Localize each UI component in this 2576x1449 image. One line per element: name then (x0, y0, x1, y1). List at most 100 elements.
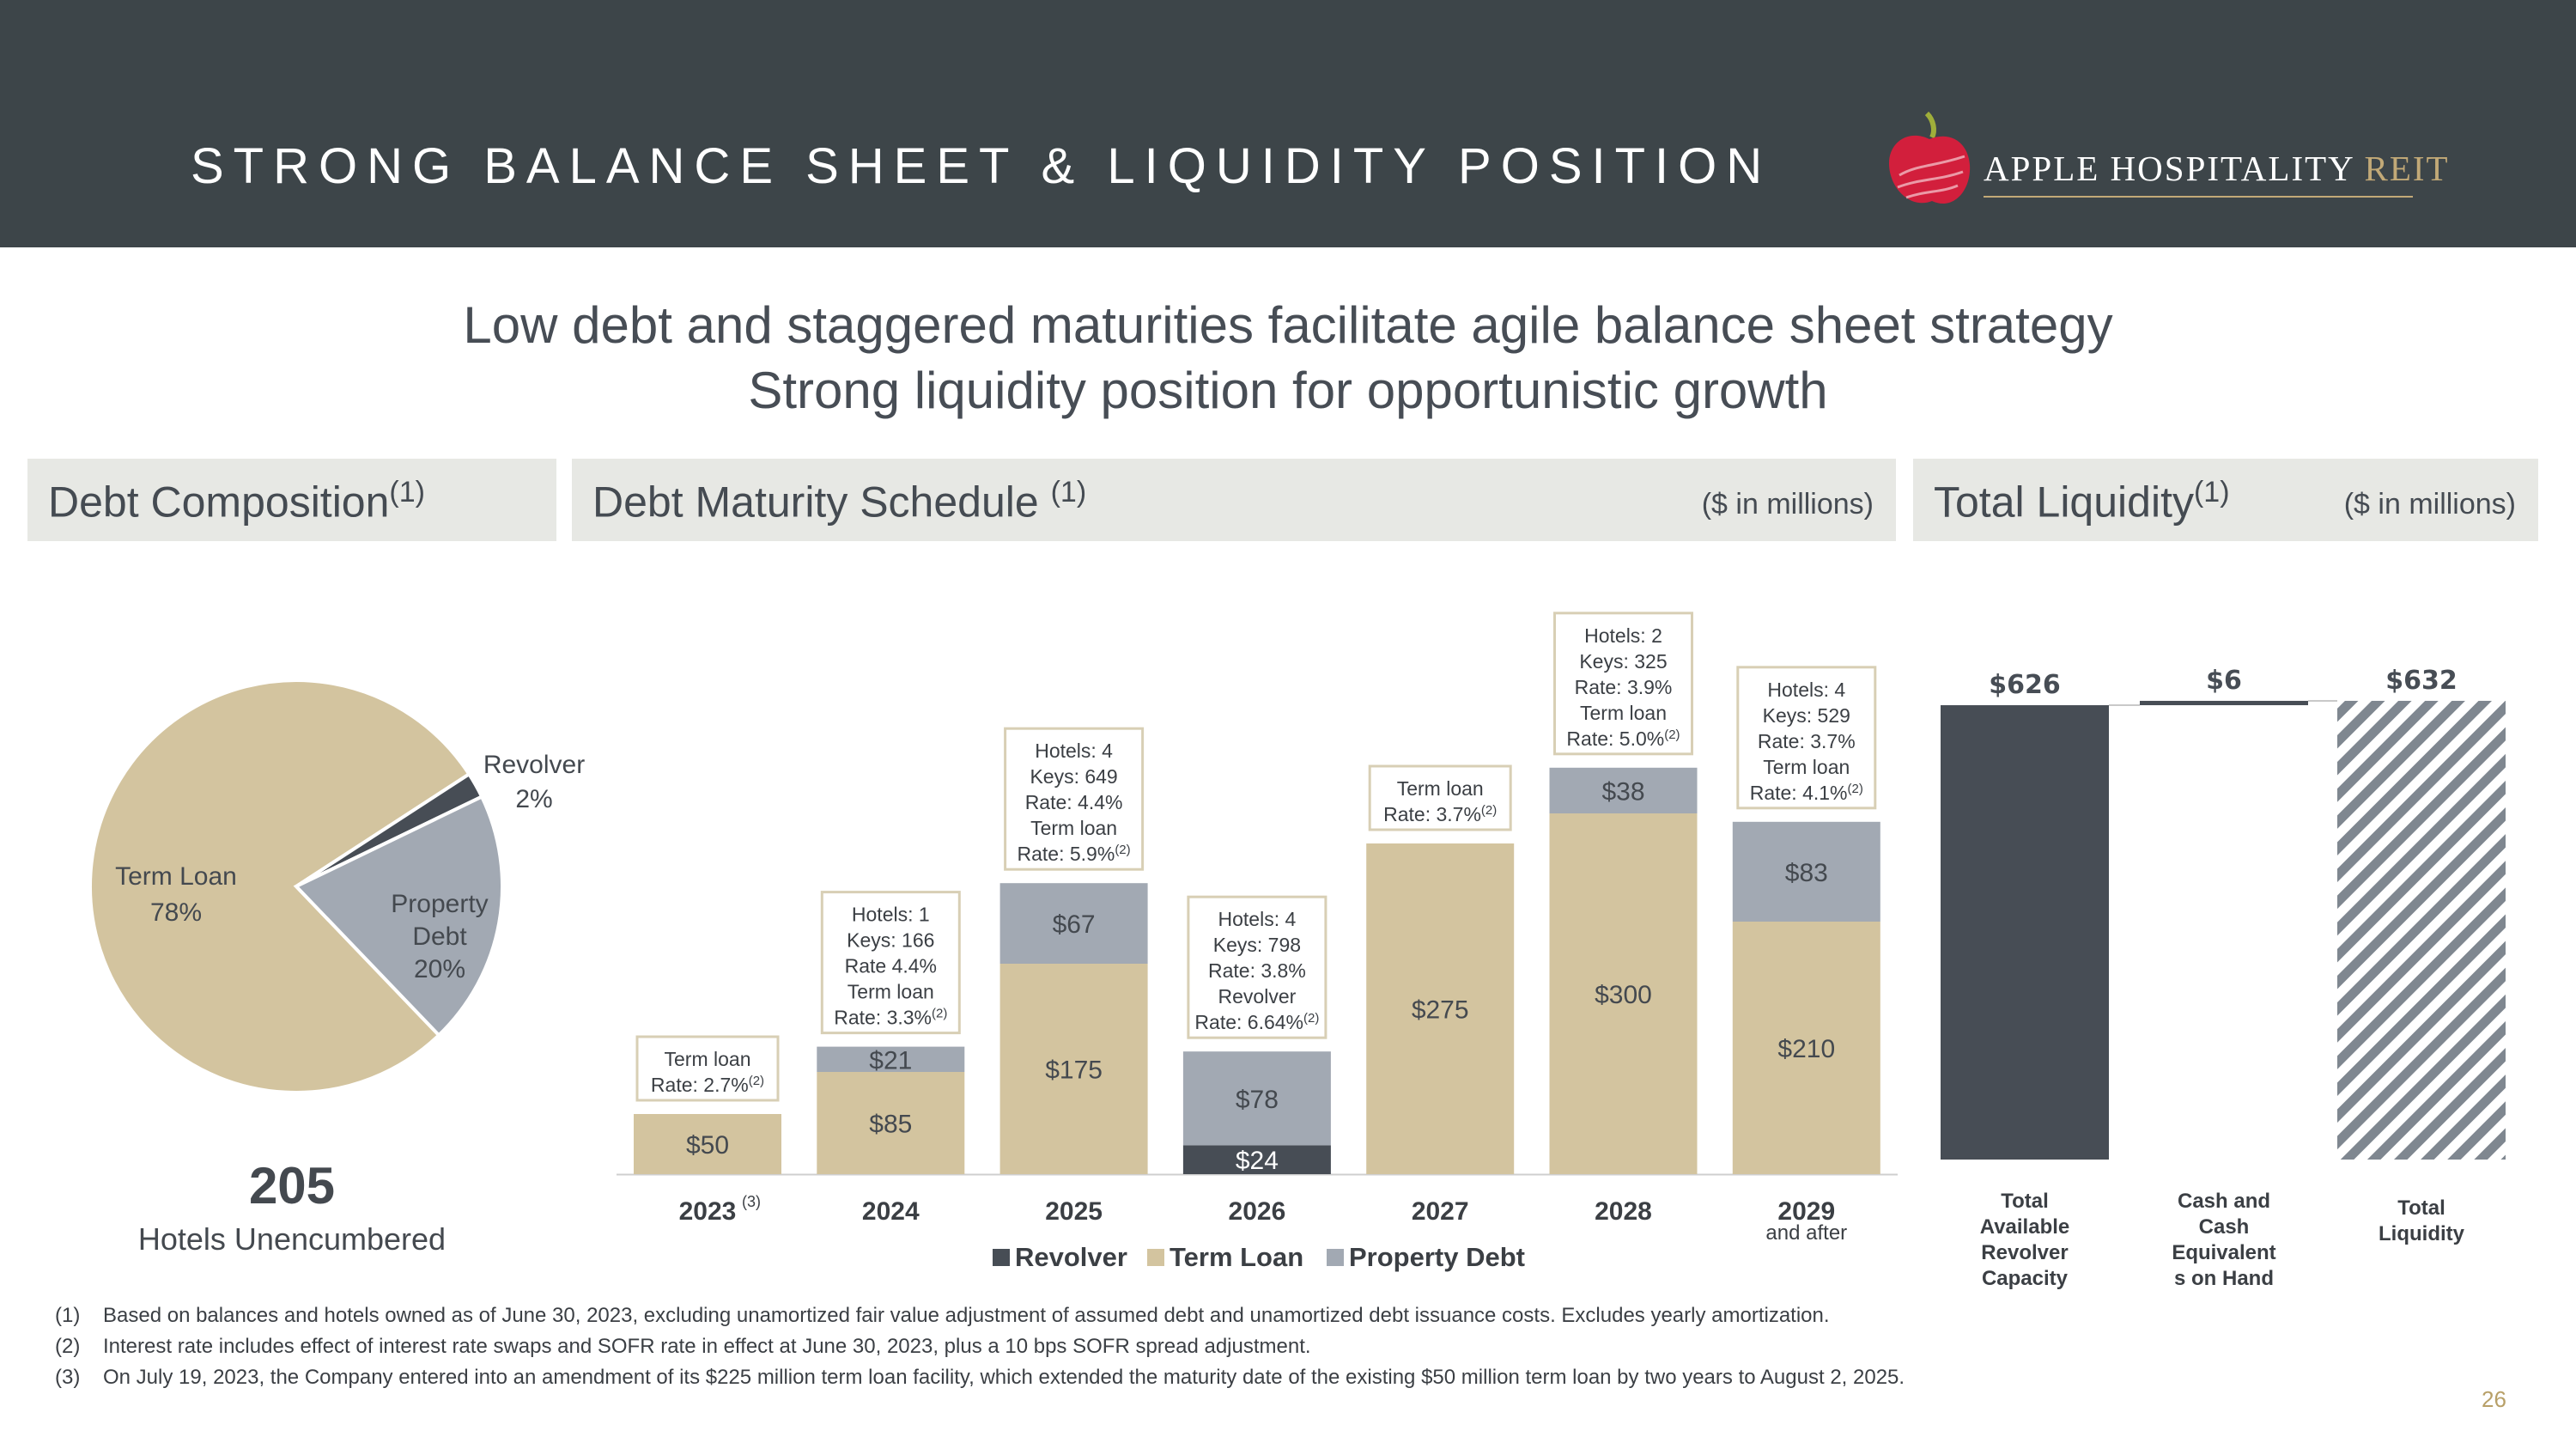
annotation-box-2025 (1004, 727, 1145, 871)
page-title: STRONG BALANCE SHEET & LIQUIDITY POSITIO… (191, 138, 1772, 194)
bar-label-2029-term-loan: $210 (1777, 1035, 1835, 1063)
liquidity-value-1: $626 (1989, 670, 2061, 700)
total-liquidity-header: Total Liquidity(1) ($ in millions) (1913, 459, 2538, 541)
bar-label-2025-property-debt: $67 (1053, 910, 1096, 939)
annotation-box-2026 (1187, 895, 1327, 1039)
annotation-line-2025-4: Term loan (1030, 817, 1117, 839)
category-label-2027: 2027 (1412, 1197, 1469, 1226)
page-number: 26 (2482, 1386, 2506, 1412)
headline-line-1: Low debt and staggered maturities facili… (463, 296, 2113, 354)
legend-label-term-loan: Term Loan (1170, 1242, 1303, 1272)
bar-2023-term-loan (634, 1114, 781, 1174)
bar-2027-term-loan (1366, 843, 1515, 1174)
annotation-line-2026-4: Revolver (1218, 985, 1297, 1008)
pie-slice-term-loan (88, 679, 472, 1094)
liquidity-value-2: $6 (2206, 666, 2242, 696)
annotation-line-2026-5: Rate: 6.64%(2) (1194, 1011, 1319, 1033)
annotation-line-2023-1: Term loan (665, 1048, 751, 1070)
liquidity-category-2-line-2: Cash (2199, 1215, 2250, 1239)
annotation-line-2023-2: Rate: 2.7%(2) (651, 1074, 764, 1096)
category-label-2028: 2028 (1595, 1197, 1652, 1226)
bar-label-2029-property-debt: $83 (1785, 859, 1828, 887)
liquidity-category-3-line-2: Liquidity (2379, 1222, 2465, 1245)
bar-2026-revolver (1182, 1145, 1331, 1174)
liquidity-category-1-line-3: Revolver (1981, 1241, 2068, 1264)
logo-wordmark: APPLE HOSPITALITY REIT (1984, 149, 2450, 188)
annotation-line-2024-5: Rate: 3.3%(2) (834, 1007, 947, 1029)
bar-label-2026-property-debt: $78 (1236, 1086, 1279, 1114)
annotation-line-2028-4: Term loan (1580, 702, 1667, 724)
bar-label-2026-revolver: $24 (1236, 1147, 1279, 1175)
bar-label-2024-property-debt: $21 (869, 1046, 912, 1075)
annotation-line-2029-3: Rate: 3.7% (1758, 730, 1856, 752)
pie-label-property-debt-line1: Property (391, 890, 488, 918)
bar-2025-property-debt (999, 883, 1148, 964)
liquidity-bar-revolver-capacity (1941, 705, 2109, 1160)
liquidity-value-3: $632 (2385, 666, 2458, 696)
headline-line-2: Strong liquidity position for opportunis… (748, 362, 1828, 419)
annotation-box-2024 (820, 891, 961, 1035)
bar-2024-term-loan (817, 1072, 965, 1174)
annotation-box-2029 (1736, 666, 1877, 810)
annotation-line-2026-2: Keys: 798 (1213, 934, 1301, 956)
bar-label-2023-term-loan: $50 (686, 1131, 729, 1160)
annotation-line-2027-2: Rate: 3.7%(2) (1383, 803, 1497, 825)
bar-label-2027-term-loan: $275 (1412, 996, 1469, 1025)
bar-label-2028-term-loan: $300 (1595, 981, 1652, 1009)
bar-2029-term-loan (1732, 922, 1880, 1174)
total-liquidity-unit: ($ in millions) (2343, 488, 2516, 521)
annotation-line-2028-2: Keys: 325 (1579, 650, 1667, 673)
annotation-box-2028 (1553, 612, 1693, 756)
bar-2028-term-loan (1549, 813, 1698, 1174)
annotation-line-2025-3: Rate: 4.4% (1025, 791, 1123, 813)
annotation-box-2027 (1368, 764, 1512, 831)
annotation-box-2023 (635, 1035, 780, 1102)
pie-slice-property-debt (293, 794, 504, 1038)
bar-label-2025-term-loan: $175 (1045, 1056, 1103, 1085)
apple-logo-icon (1889, 111, 1971, 204)
total-liquidity-title: Total Liquidity(1) (1934, 476, 2230, 527)
legend-swatch-property-debt (1327, 1249, 1344, 1266)
category-label-2025: 2025 (1045, 1197, 1103, 1226)
annotation-line-2024-4: Term loan (848, 981, 934, 1003)
annotation-line-2025-1: Hotels: 4 (1035, 740, 1113, 762)
liquidity-category-1-line-4: Capacity (1982, 1267, 2069, 1290)
bar-2024-property-debt (817, 1046, 965, 1072)
pie-label-revolver: Revolver (483, 751, 585, 779)
bar-2028-property-debt (1549, 767, 1698, 813)
annotation-line-2028-1: Hotels: 2 (1584, 624, 1662, 647)
category-label-2024: 2024 (862, 1197, 920, 1226)
liquidity-bar-cash (2140, 700, 2308, 706)
category-sublabel-2029: and after (1765, 1221, 1847, 1245)
annotation-line-2029-4: Term loan (1763, 756, 1850, 778)
annotation-line-2027-1: Term loan (1397, 777, 1484, 800)
category-label-2029: 2029 (1777, 1197, 1835, 1226)
liquidity-category-2-line-4: s on Hand (2174, 1267, 2274, 1290)
debt-composition-title: Debt Composition(1) (48, 476, 425, 527)
debt-maturity-title: Debt Maturity Schedule (1) (592, 476, 1087, 527)
annotation-line-2024-2: Keys: 166 (847, 929, 934, 952)
liquidity-bar-total (2337, 700, 2506, 1160)
annotation-line-2026-1: Hotels: 4 (1218, 908, 1297, 930)
bar-label-2028-property-debt: $38 (1601, 777, 1644, 806)
liquidity-category-1-line-2: Available (1980, 1215, 2070, 1239)
company-logo: APPLE HOSPITALITY REIT (1882, 105, 2448, 216)
pie-label-term-loan: Term Loan (115, 862, 237, 891)
annotation-line-2025-2: Keys: 649 (1030, 765, 1117, 788)
hotels-unencumbered-label: Hotels Unencumbered (137, 1221, 447, 1257)
debt-composition-header: Debt Composition(1) (27, 459, 556, 541)
annotation-line-2029-2: Keys: 529 (1763, 704, 1850, 727)
annotation-line-2026-3: Rate: 3.8% (1208, 959, 1306, 982)
debt-maturity-unit: ($ in millions) (1701, 488, 1874, 521)
pie-pct-property-debt: 20% (414, 955, 465, 983)
category-label-2023: 2023 (679, 1197, 737, 1226)
legend-swatch-term-loan (1147, 1249, 1164, 1266)
annotation-line-2028-3: Rate: 3.9% (1575, 676, 1673, 698)
annotation-line-2024-1: Hotels: 1 (852, 904, 930, 926)
bar-2025-term-loan (999, 964, 1148, 1174)
bar-2026-property-debt (1182, 1051, 1331, 1146)
logo-underline (1984, 196, 2413, 198)
liquidity-category-2-line-3: Equivalent (2172, 1241, 2275, 1264)
legend-label-property-debt: Property Debt (1349, 1242, 1525, 1272)
